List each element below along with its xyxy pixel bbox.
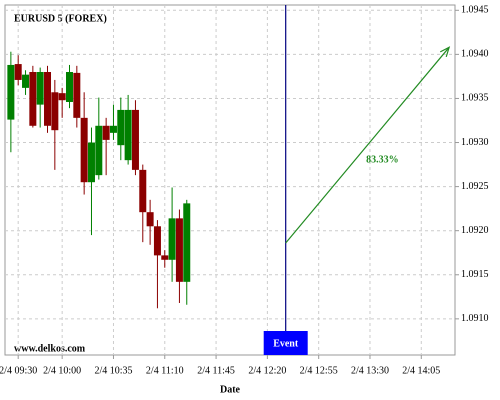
candle-body [131,109,139,170]
candle-body [161,255,169,260]
event-box [263,331,308,355]
arrow-line [285,46,450,244]
x-tick-label: 2/4 10:35 [94,365,132,376]
x-tick-label: 2/4 09:30 [0,365,37,376]
y-tick-label: 1.0925 [461,181,489,192]
candle-body [29,72,37,126]
event-label: Event [273,338,299,349]
x-tick-label: 2/4 11:45 [197,365,235,376]
y-tick-label: 1.0910 [461,313,489,324]
x-tick-label: 2/4 13:30 [351,365,389,376]
y-tick-label: 1.0945 [461,5,489,16]
candle-body [109,125,117,133]
x-tick-label: 2/4 12:20 [248,365,286,376]
candle-body [146,212,154,227]
candle-body [51,92,59,131]
arrow-label: 83.33% [366,154,399,165]
candle-body [73,72,81,118]
candle-body [95,125,103,176]
candle-body [87,142,95,183]
source-label: www.delkos.com [14,343,86,354]
plot-area [4,4,456,356]
candle-body [102,125,110,140]
candle-body [80,117,88,183]
candle-body [183,203,191,282]
candle-body [36,72,44,105]
candle-body [22,74,30,88]
candle-body [14,64,22,80]
x-axis-label: Date [220,384,241,395]
x-tick-label: 2/4 14:05 [402,365,440,376]
y-tick-label: 1.0930 [461,137,489,148]
arrow-head [439,46,451,58]
candle-body [44,72,52,126]
candle-body [168,218,176,260]
y-tick-label: 1.0940 [461,49,489,60]
y-tick-label: 1.0920 [461,225,489,236]
candle-body [65,72,73,102]
candle-body [117,109,125,146]
x-tick-label: 2/4 12:55 [300,365,338,376]
x-tick-label: 2/4 11:10 [146,365,184,376]
candle-body [175,218,183,282]
chart-title: EURUSD 5 (FOREX) [14,13,107,24]
x-tick-label: 2/4 10:00 [43,365,81,376]
candle-body [58,93,66,101]
y-tick-label: 1.0935 [461,93,489,104]
y-tick-label: 1.0915 [461,269,489,280]
candle-body [124,109,132,161]
candle-body [139,169,147,213]
candle-body [7,64,15,120]
candle-body [153,226,161,256]
